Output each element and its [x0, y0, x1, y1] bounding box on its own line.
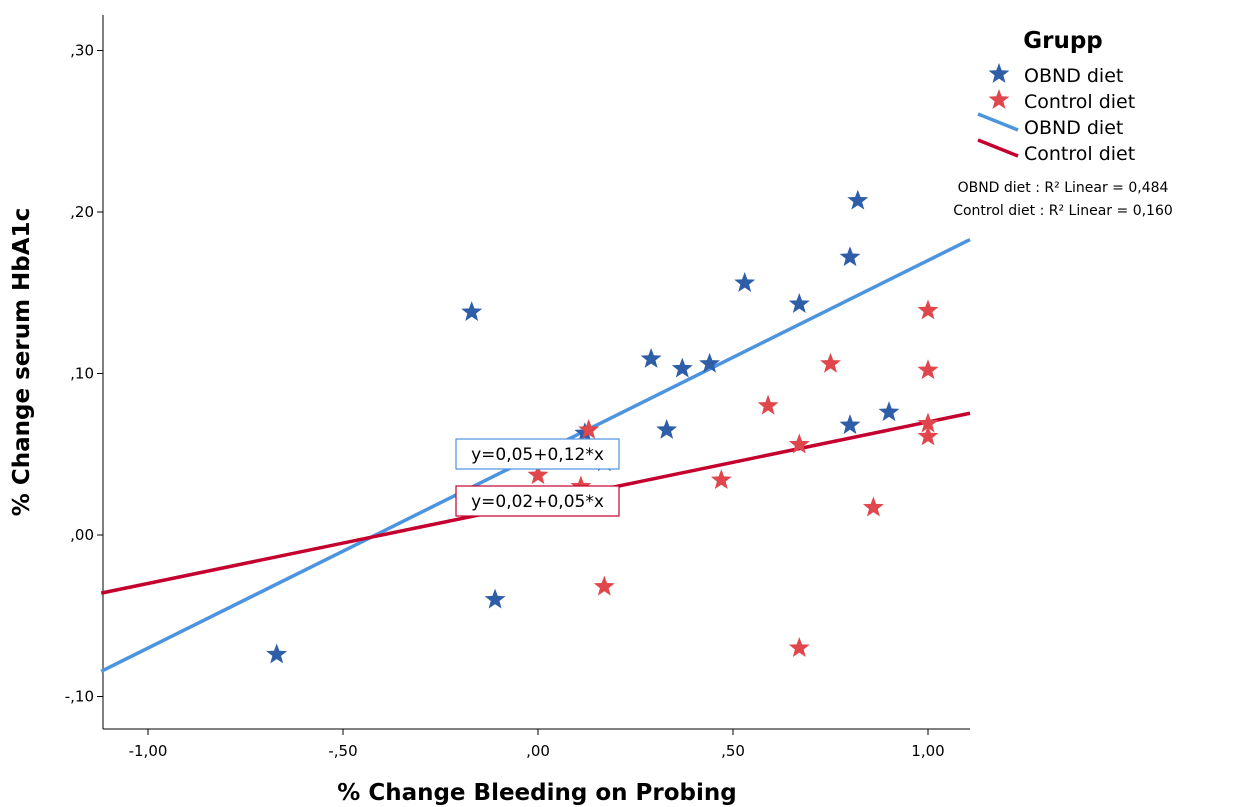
- equation-box-obnd: [455, 438, 620, 470]
- data-point-obnd: [656, 419, 678, 439]
- fit-stat-control: Control diet : R² Linear = 0,160: [953, 203, 1173, 219]
- equation-labels: y=0,05+0,12*x y=0,02+0,05*x: [455, 438, 620, 517]
- data-point-control: [820, 352, 841, 373]
- legend-line-obnd: [977, 112, 1019, 132]
- data-points: [266, 189, 939, 664]
- data-point-control: [917, 359, 939, 380]
- data-point-obnd: [878, 401, 900, 422]
- data-point-control: [757, 394, 779, 415]
- y-tick-label: ,30: [70, 42, 94, 60]
- data-point-control: [527, 464, 549, 485]
- data-point-obnd: [788, 293, 810, 313]
- y-tick-label: -,10: [65, 688, 94, 706]
- data-point-control: [917, 425, 939, 446]
- data-point-control: [710, 469, 732, 489]
- y-axis-ticks: -,10 ,00 ,10 ,20 ,30: [65, 42, 103, 706]
- data-point-obnd: [734, 272, 756, 292]
- equation-label-obnd: y=0,05+0,12*x: [471, 445, 604, 465]
- legend: Grupp OBND diet Control diet OBND diet Cont…: [953, 28, 1173, 219]
- data-point-control: [862, 496, 884, 517]
- equation-label-control: y=0,02+0,05*x: [471, 492, 604, 512]
- data-point-control: [578, 419, 600, 439]
- data-point-control: [593, 575, 615, 596]
- data-point-obnd: [266, 643, 288, 664]
- x-axis-ticks: -1,00 -,50 ,00 ,50 1,00: [129, 729, 945, 760]
- x-axis-title: % Change Bleeding on Probing: [337, 780, 736, 806]
- legend-line-control: [977, 138, 1019, 158]
- data-point-obnd: [839, 414, 861, 435]
- data-point-obnd: [847, 189, 869, 210]
- x-tick-label: -,50: [328, 742, 357, 760]
- y-tick-label: ,00: [70, 526, 94, 544]
- data-point-control: [788, 433, 810, 454]
- x-tick-label: 1,00: [911, 742, 944, 760]
- data-point-control: [917, 412, 939, 433]
- data-point-control: [917, 299, 939, 320]
- legend-label-line: Control diet: [1024, 143, 1135, 165]
- y-tick-label: ,10: [70, 365, 94, 383]
- y-axis-title: % Change serum HbA1c: [9, 208, 35, 516]
- data-point-obnd: [671, 357, 693, 378]
- equation-box-control: [455, 485, 620, 517]
- data-point-control: [788, 637, 810, 657]
- legend-marker-obnd: [988, 63, 1010, 83]
- legend-label-marker: Control diet: [1024, 91, 1135, 113]
- data-point-obnd: [640, 347, 662, 368]
- x-tick-label: -1,00: [129, 742, 168, 760]
- legend-marker-control: [988, 89, 1010, 109]
- data-point-obnd: [839, 246, 861, 267]
- legend-title: Grupp: [1023, 28, 1103, 54]
- x-tick-label: ,00: [526, 742, 550, 760]
- plot-frame: [102, 15, 970, 730]
- legend-label-marker: OBND diet: [1024, 65, 1123, 87]
- data-point-obnd: [484, 588, 506, 609]
- x-tick-label: ,50: [721, 742, 745, 760]
- legend-label-line: OBND diet: [1024, 117, 1123, 139]
- data-point-obnd: [699, 352, 721, 373]
- data-point-obnd: [461, 301, 483, 322]
- y-tick-label: ,20: [70, 203, 94, 221]
- fit-stat-obnd: OBND diet : R² Linear = 0,484: [958, 180, 1169, 196]
